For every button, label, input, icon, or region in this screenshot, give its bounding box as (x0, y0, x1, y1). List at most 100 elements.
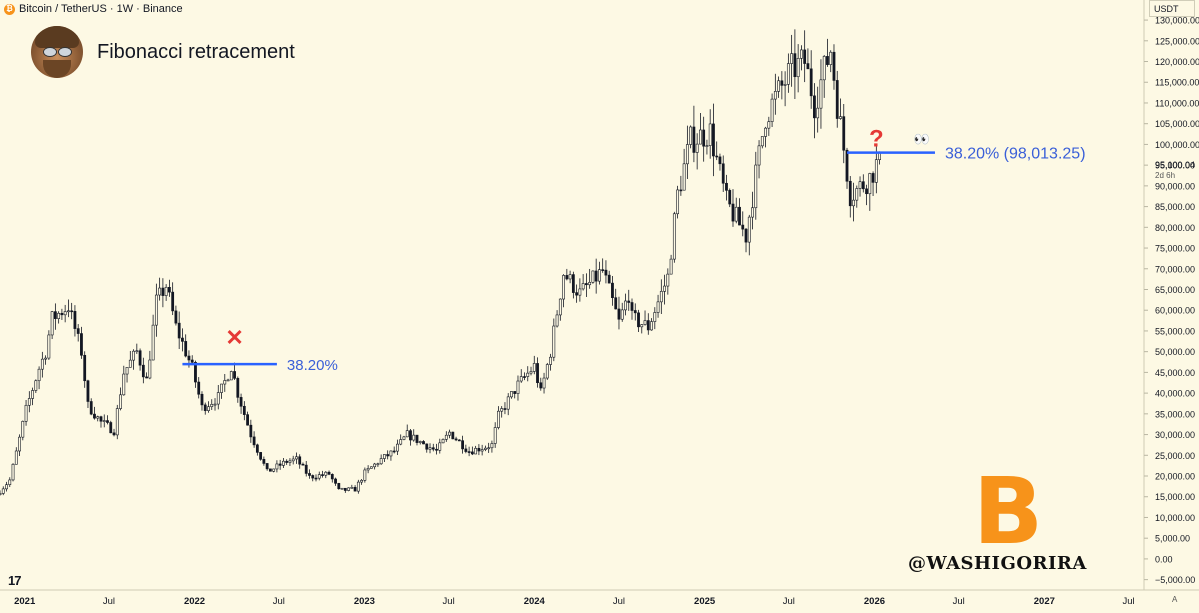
candle-body (865, 188, 868, 195)
candle-body (461, 440, 464, 450)
candle (392, 446, 396, 454)
candle (14, 447, 18, 465)
candle (584, 273, 588, 297)
candle (806, 48, 810, 70)
candle (168, 279, 171, 297)
candle-body (861, 181, 865, 190)
candle (604, 260, 608, 284)
candle-body (422, 441, 425, 445)
candle-body (529, 371, 533, 374)
candle (558, 298, 562, 321)
candle (630, 298, 634, 320)
candle (764, 126, 767, 148)
candle-body (770, 98, 774, 122)
candle-body (200, 393, 204, 406)
candle-body (578, 288, 582, 296)
candle-body (259, 452, 263, 460)
candle-body (663, 285, 666, 292)
price-tick-label: 10,000.00 (1155, 513, 1195, 523)
candle-body (236, 378, 240, 398)
time-tick-label: 2025 (694, 596, 716, 607)
candle-body (125, 367, 129, 375)
candle-body (842, 116, 846, 151)
candle-body (340, 487, 344, 490)
candle (223, 374, 227, 392)
candle-body (396, 443, 399, 452)
candle (18, 434, 21, 456)
price-tick-label: 5,000.00 (1155, 534, 1190, 544)
candle (135, 343, 139, 354)
candle (712, 103, 715, 177)
candle (728, 188, 732, 208)
candle-body (464, 448, 468, 452)
candle (839, 98, 842, 120)
candle (220, 383, 223, 399)
candle-body (53, 311, 57, 319)
candle (259, 451, 263, 461)
candle (734, 197, 738, 224)
candle (428, 443, 432, 454)
price-tick-label: 65,000.00 (1155, 285, 1195, 295)
fib-2026-label: 38.20% (98,013.25) (945, 146, 1086, 163)
candle (751, 191, 754, 230)
candle-body (197, 381, 201, 395)
candle (536, 357, 539, 388)
candle (412, 429, 416, 442)
candle-body (493, 427, 497, 444)
candle (63, 304, 67, 323)
candle-body (845, 149, 849, 182)
candle (519, 369, 523, 383)
candle-body (666, 273, 670, 287)
candle-body (161, 287, 165, 296)
price-tick-label: 60,000.00 (1155, 306, 1195, 316)
candle-body (21, 421, 25, 438)
candle-body (194, 361, 197, 383)
candle-body (181, 337, 184, 342)
candle (568, 270, 572, 284)
candle (842, 103, 846, 164)
candle (757, 140, 761, 179)
candle-body (242, 405, 246, 415)
candle-body (308, 473, 311, 476)
tradingview-logo[interactable]: 17 (8, 573, 22, 588)
candle (106, 415, 109, 425)
candle (783, 71, 787, 107)
candle (50, 310, 54, 340)
candle (255, 443, 259, 456)
time-tick-label: Jul (613, 596, 625, 607)
candle-body (239, 397, 243, 407)
candle-body (611, 282, 614, 299)
candle (695, 133, 699, 170)
candle (112, 428, 116, 437)
candle-body (330, 474, 334, 480)
candle-body (141, 364, 145, 378)
price-tick-label: 110,000.00 (1155, 98, 1199, 108)
candle (819, 59, 823, 129)
symbol-label[interactable]: Bitcoin / TetherUS · 1W · Binance (19, 3, 183, 15)
candle-body (428, 447, 432, 450)
candle (96, 415, 100, 422)
candle-body (106, 420, 109, 423)
candle-body (806, 63, 810, 70)
candle (607, 270, 611, 284)
symbol-header[interactable]: ₿ Bitcoin / TetherUS · 1W · Binance (4, 2, 183, 16)
candle-body (18, 436, 21, 452)
candle-body (457, 439, 461, 442)
last-price-label: 95,100.04 (1155, 160, 1195, 170)
candle (275, 460, 279, 473)
candle (379, 454, 383, 465)
candle-body (213, 403, 217, 406)
candle (865, 184, 868, 206)
candle-body (389, 450, 393, 457)
candle-body (44, 357, 48, 360)
candle-body (754, 164, 758, 209)
candle-body (314, 477, 318, 480)
candle-body (526, 372, 530, 377)
auto-scale-button[interactable]: A (1172, 595, 1178, 604)
candle-body (598, 269, 601, 282)
currency-selector[interactable]: USDT (1149, 0, 1195, 17)
candle (249, 419, 253, 443)
time-tick-label: Jul (103, 596, 115, 607)
